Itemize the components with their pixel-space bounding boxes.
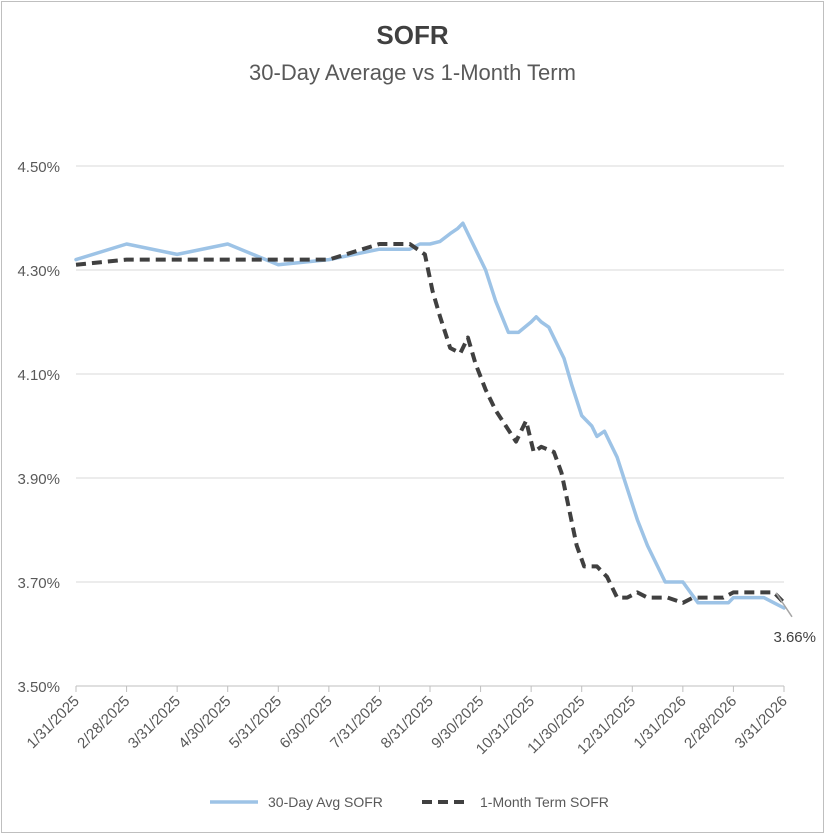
annotation-label: 3.66%: [773, 629, 816, 646]
series-line-1-month-term-sofr: [75, 242, 786, 605]
annotation-leader-line: [775, 592, 793, 618]
x-tick-label: 7/31/2025: [327, 693, 386, 752]
x-tick-label: 3/31/2026: [732, 693, 791, 752]
x-tick-label: 2/28/2025: [74, 693, 133, 752]
legend-label: 30-Day Avg SOFR: [268, 794, 383, 810]
chart-title: SOFR: [376, 20, 449, 50]
legend: 30-Day Avg SOFR 1-Month Term SOFR: [210, 794, 609, 810]
x-tick-label: 5/31/2025: [226, 693, 285, 752]
x-axis: 1/31/20252/28/20253/31/20254/30/20255/31…: [24, 685, 791, 758]
x-tick-label: 4/30/2025: [175, 693, 234, 752]
y-tick-label: 3.70%: [17, 575, 60, 592]
x-tick-label: 3/31/2025: [125, 693, 184, 752]
series-lines: [74, 221, 786, 610]
x-tick-label: 6/30/2025: [276, 693, 335, 752]
x-tick-label: 1/31/2025: [24, 693, 83, 752]
y-axis: 3.50% 3.70% 3.90% 4.10% 4.30% 4.50%: [17, 159, 60, 696]
annotation: 3.66%: [773, 592, 816, 646]
x-tick-label: 8/31/2025: [378, 693, 437, 752]
y-tick-label: 3.90%: [17, 471, 60, 488]
y-tick-label: 4.50%: [17, 159, 60, 176]
x-tick-label: 1/31/2026: [630, 693, 689, 752]
series-line-30-day-avg-sofr: [74, 221, 786, 610]
y-tick-label: 4.10%: [17, 367, 60, 384]
gridlines: [76, 165, 784, 583]
chart-subtitle: 30-Day Average vs 1-Month Term: [249, 60, 576, 85]
y-tick-label: 4.30%: [17, 263, 60, 280]
x-tick-label: 2/28/2026: [681, 693, 740, 752]
legend-label: 1-Month Term SOFR: [480, 794, 609, 810]
y-tick-label: 3.50%: [17, 679, 60, 696]
